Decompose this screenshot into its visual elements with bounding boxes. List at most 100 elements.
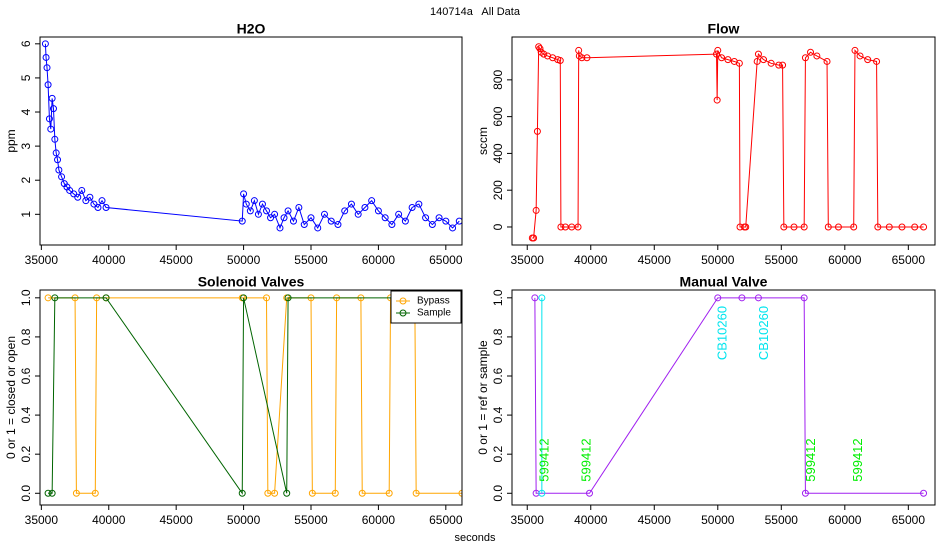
plot-border [511,289,936,506]
data-point [240,294,248,302]
data-point [70,190,78,198]
legend-box [390,290,462,324]
x-tick-label: 55000 [294,253,328,267]
data-point [754,50,762,58]
y-tick-label: 1.0 [491,289,505,306]
y-tick-label: 0.6 [491,367,505,384]
data-point [801,54,809,62]
data-point [530,234,538,242]
y-axis-label: ppm [4,129,18,152]
data-point [49,105,57,113]
data-point [779,61,787,69]
data-point [385,489,393,497]
annotation: 599412 [578,438,593,481]
y-tick-label: 0.8 [491,328,505,345]
data-point [920,489,928,497]
data-point [66,186,74,194]
y-tick-label: 0.2 [491,446,505,463]
data-point [44,489,52,497]
data-point [242,200,250,208]
data-point [850,223,858,231]
data-point [823,57,831,65]
y-axis-label: 0 or 1 = closed or open [4,336,18,459]
y-tick-label: 0.0 [491,485,505,502]
data-point [813,52,821,60]
x-tick-label: 60000 [828,253,862,267]
data-point [354,210,362,218]
data-point [790,223,798,231]
y-tick-label: 1.0 [19,289,33,306]
plot-area [44,294,462,497]
data-point [718,54,726,62]
data-point [557,223,565,231]
data-point [48,94,56,102]
panel: Solenoid Valves 0 or 1 = closed or open 35… [4,274,463,527]
data-point [851,46,859,54]
x-tick-label: 45000 [638,253,672,267]
data-point [94,203,102,211]
x-tick-label: 60000 [828,513,862,527]
data-point [314,224,322,232]
data-point [395,210,403,218]
panel-title: Solenoid Valves [198,274,305,290]
y-axis-label: sccm [476,127,490,155]
data-point [535,43,543,51]
data-point [271,210,279,218]
plot-border [39,289,463,506]
data-point [54,156,62,164]
y-tick-label: 4 [19,108,33,115]
y-tick-label: 3 [19,142,33,149]
y-tick-label: 1 [19,211,33,218]
data-point [714,294,722,302]
data-point [864,56,872,64]
y-tick-label: 0.0 [19,485,33,502]
panel-title: Flow [708,21,740,37]
plot-area [528,43,928,242]
legend-marker [399,309,407,317]
data-point [368,197,376,205]
data-point [74,193,82,201]
figure-title: 140714a All Data [430,6,521,18]
data-point [578,54,586,62]
x-tick-label: 65000 [429,253,463,267]
data-point [47,125,55,133]
data-point [254,210,262,218]
data-point [556,57,564,65]
y-tick-label: 0 [491,223,505,230]
x-tick-label: 65000 [892,513,926,527]
plot-area: 599412 599412 CB10260 CB10260 599412 599412 [531,294,928,497]
data-point [824,223,832,231]
panel: H2O ppm 35000 40000 45000 50000 55000 60000 6500… [4,21,463,267]
data-point [43,64,51,72]
data-point [98,197,106,205]
x-tick-label: 45000 [159,253,193,267]
data-point [874,223,882,231]
data-point [276,224,284,232]
data-point [873,57,881,65]
y-tick-label: 600 [491,106,505,126]
y-axis-label: 0 or 1 = ref or sample [476,340,490,455]
data-point [885,223,893,231]
data-point [52,149,60,157]
data-point [807,48,815,56]
data-point [442,217,450,225]
data-point [574,223,582,231]
data-point [263,294,271,302]
data-point [834,223,842,231]
data-point [72,489,80,497]
data-point [238,489,246,497]
data-point [238,217,246,225]
data-point [327,217,335,225]
data-point [780,223,788,231]
x-tick-label: 40000 [92,253,126,267]
y-tick-label: 400 [491,143,505,163]
x-tick-label: 55000 [294,513,328,527]
plot-border [39,36,463,246]
x-tick-label: 60000 [362,253,396,267]
data-point [422,214,430,222]
data-point [856,52,864,60]
data-point [412,489,420,497]
data-point [48,489,56,497]
